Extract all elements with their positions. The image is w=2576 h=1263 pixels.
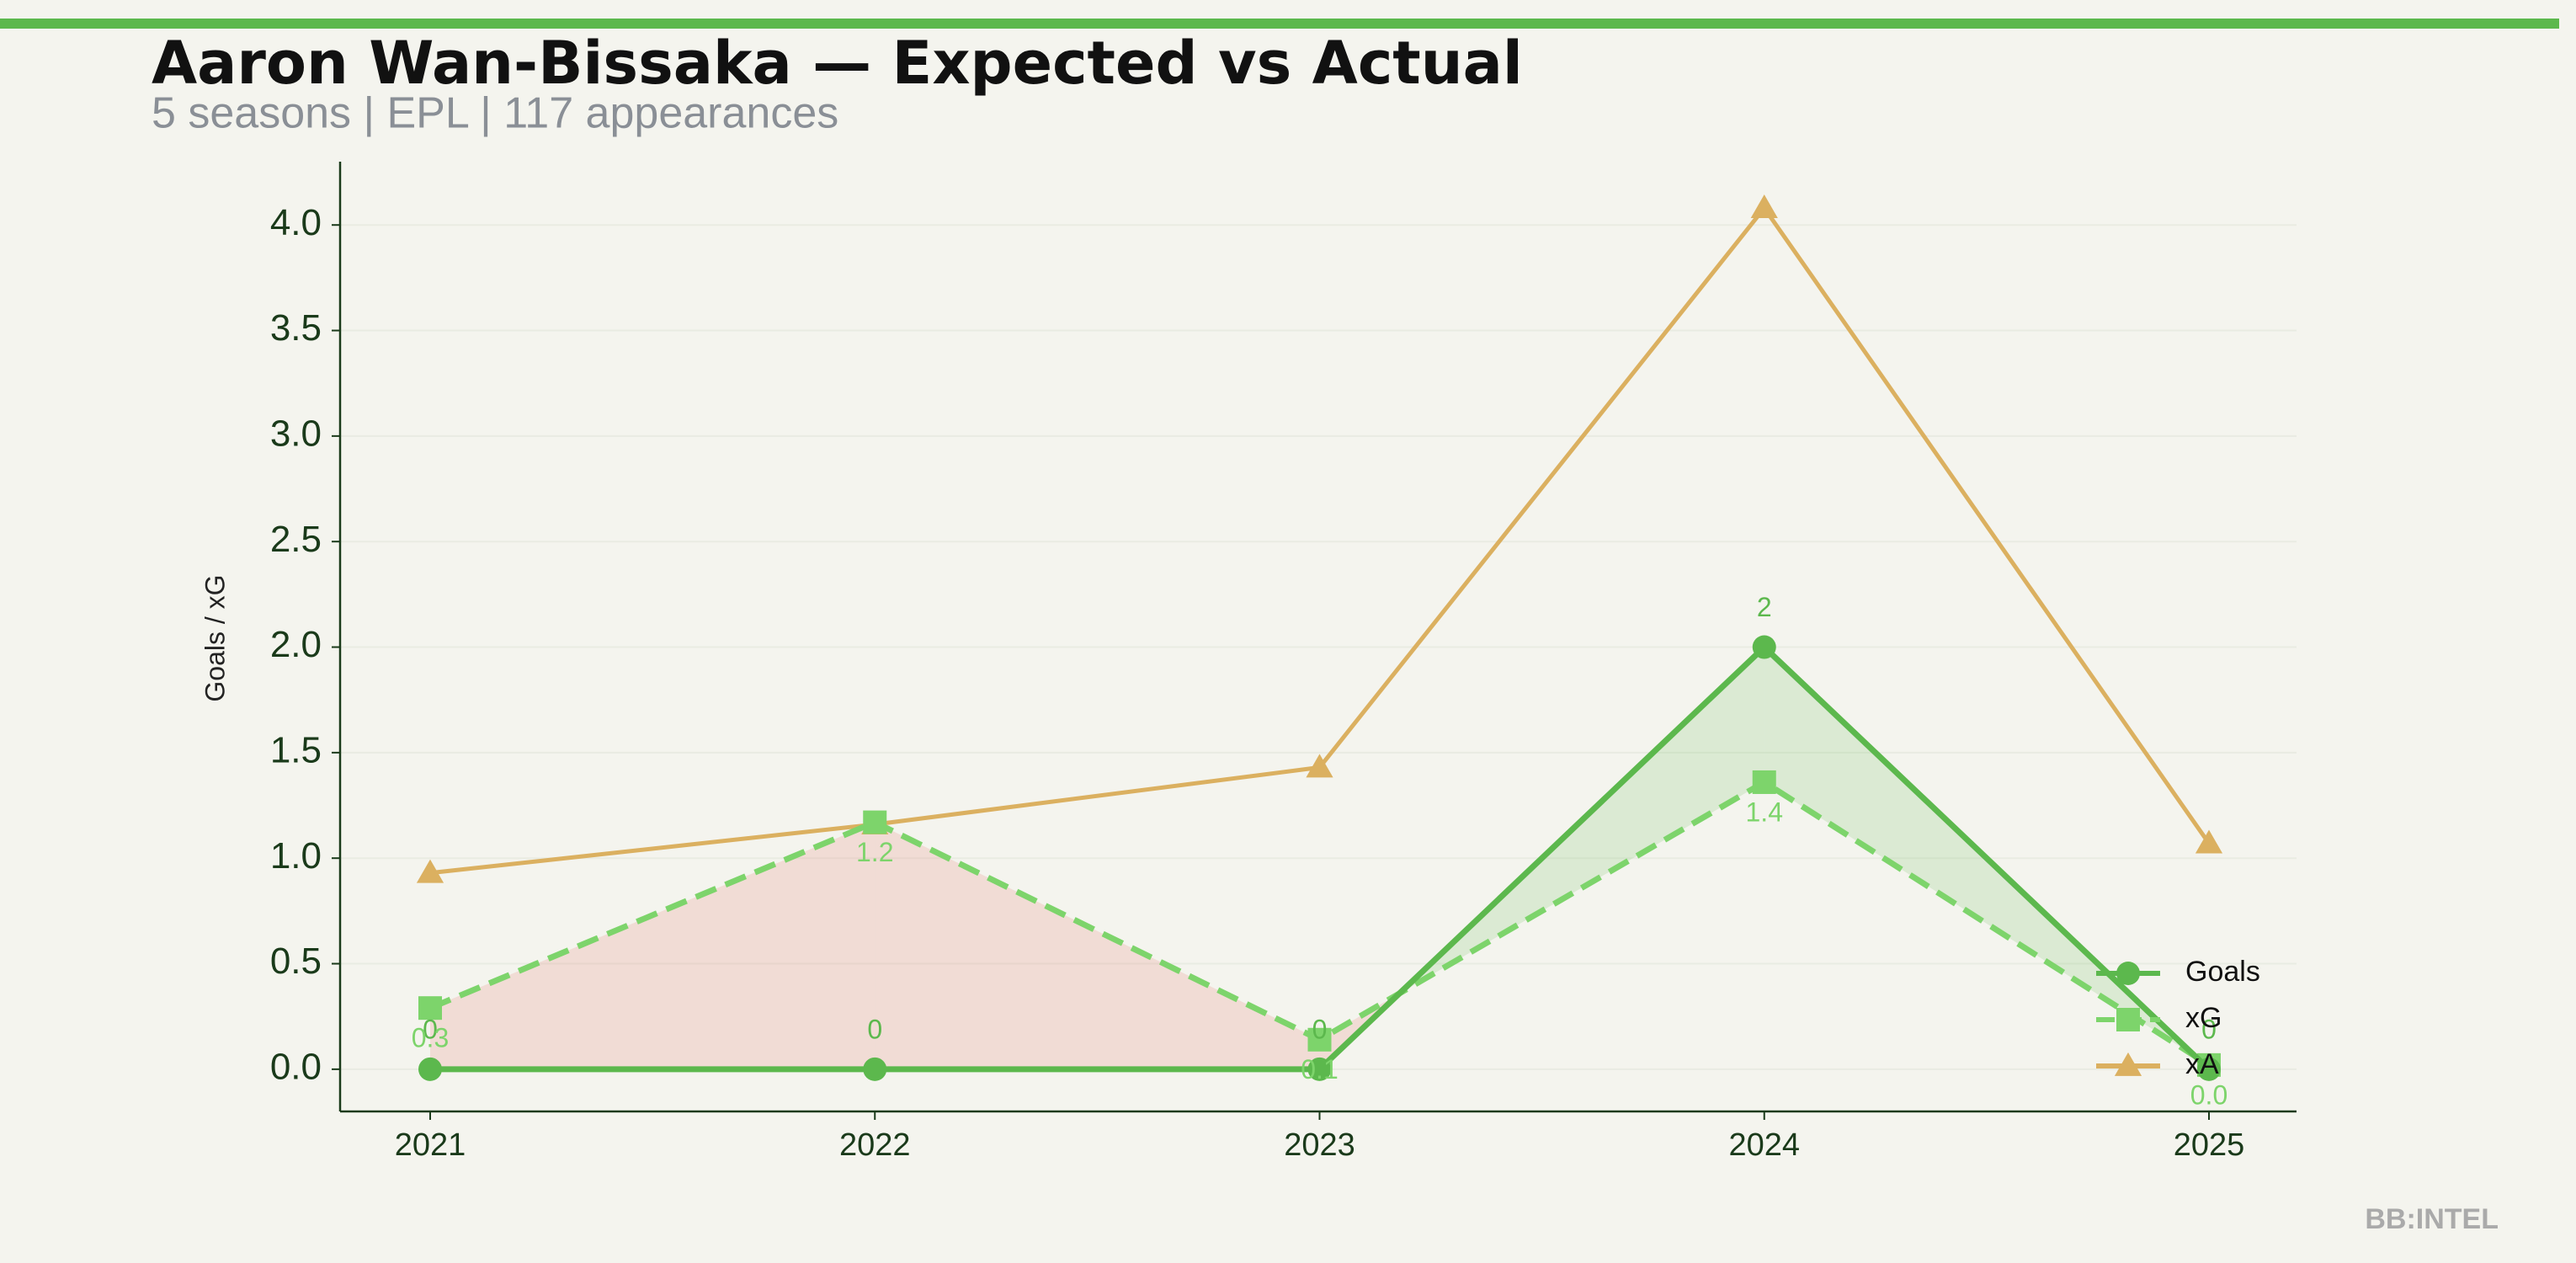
data-label: 0.0 — [2190, 1079, 2227, 1110]
x-tick-label: 2022 — [839, 1127, 911, 1163]
data-label: 0 — [1312, 1014, 1328, 1044]
plot-area: 0.0 0.5 1.0 1.5 2.0 2.5 3.0 3.5 4.0 2021 2022 2023 2… — [270, 162, 2297, 1163]
x-tick-label: 2024 — [1728, 1127, 1800, 1163]
y-tick-label: 0.0 — [270, 1046, 322, 1087]
data-label: 1.4 — [1746, 797, 1783, 827]
point — [418, 1057, 442, 1081]
data-label: 1.2 — [856, 837, 893, 867]
x-tick-label: 2025 — [2174, 1127, 2245, 1163]
point — [1752, 770, 1776, 794]
legend-label: xA — [2185, 1048, 2219, 1080]
point — [1307, 1057, 1332, 1081]
chart-title: Aaron Wan-Bissaka — Expected vs Actual — [152, 29, 1523, 98]
y-tick-label: 0.5 — [270, 941, 322, 982]
legend-label: xG — [2185, 1002, 2222, 1034]
top-bar — [0, 19, 2559, 29]
data-label: 0.1 — [1301, 1054, 1338, 1084]
data-label: 0 — [2201, 1014, 2217, 1044]
y-tick-label: 1.0 — [270, 835, 322, 877]
data-label: 0 — [423, 1014, 438, 1044]
legend-marker — [2116, 962, 2140, 985]
y-tick-label: 4.0 — [270, 202, 322, 243]
data-label: 2 — [1757, 592, 1772, 622]
y-tick-label: 3.0 — [270, 413, 322, 454]
point — [863, 810, 887, 834]
x-tick-label: 2021 — [395, 1127, 466, 1163]
y-tick-label: 2.0 — [270, 624, 322, 665]
point — [1750, 195, 1778, 219]
x-tick-label: 2023 — [1284, 1127, 1355, 1163]
point — [863, 1057, 887, 1081]
under-fill — [875, 822, 1320, 1069]
point — [2197, 1057, 2221, 1081]
data-label: 0.3 — [412, 1023, 449, 1053]
point — [2195, 829, 2223, 854]
point — [1307, 1027, 1332, 1052]
point — [1306, 754, 1333, 778]
y-tick-label: 1.5 — [270, 729, 322, 770]
watermark: BB:INTEL — [2365, 1203, 2499, 1235]
chart-subtitle: 5 seasons | EPL | 117 appearances — [152, 89, 838, 138]
y-tick-label: 2.5 — [270, 519, 322, 560]
legend-marker — [2116, 1008, 2140, 1031]
under-fill — [430, 822, 876, 1069]
legend-label: Goals — [2185, 956, 2260, 988]
data-label: 0 — [867, 1014, 882, 1044]
y-tick-label: 3.5 — [270, 307, 322, 349]
point — [416, 859, 444, 883]
point — [418, 996, 442, 1021]
point — [1752, 635, 1776, 659]
legend-marker — [2114, 1052, 2142, 1076]
y-axis-label: Goals / xG — [200, 574, 230, 701]
